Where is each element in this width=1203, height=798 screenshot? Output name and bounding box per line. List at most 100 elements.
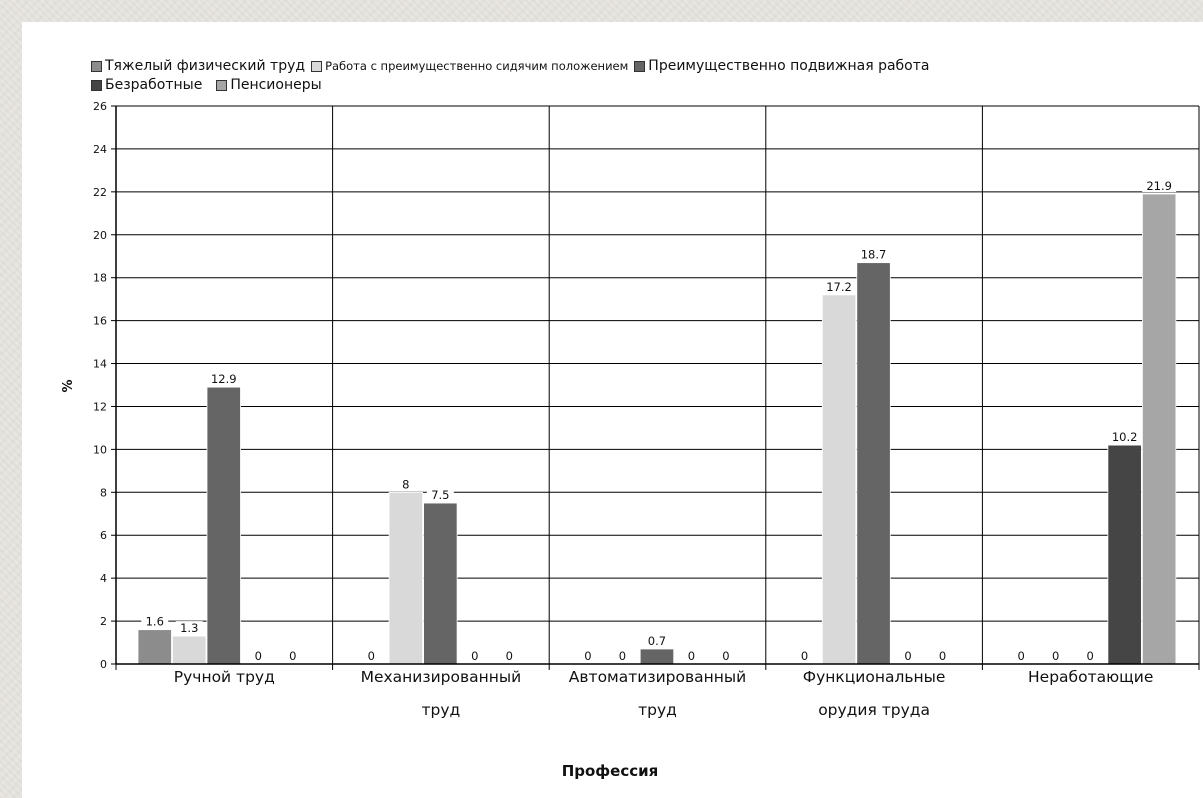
legend-item-sedentary: Работа с преимущественно сидячим положен…: [311, 59, 628, 73]
bar: [1142, 193, 1177, 665]
data-label: 0: [289, 649, 296, 663]
data-label: 0: [722, 649, 729, 663]
data-label: 21.9: [1146, 179, 1172, 193]
y-tick-label: 22: [93, 186, 107, 199]
y-tick-label: 8: [100, 486, 107, 499]
legend-swatch-heavy-labor: [91, 60, 102, 72]
data-label-bg: [426, 488, 454, 502]
data-label-bg: [581, 649, 595, 662]
legend-swatch-unemployed: [91, 79, 102, 91]
x-category-label: Механизированный: [361, 668, 522, 686]
x-axis-label: Профессия: [562, 762, 659, 780]
data-label: 0: [368, 649, 375, 663]
data-label: 0: [1017, 649, 1024, 663]
legend-item-mobile: Преимущественно подвижная работа: [634, 58, 929, 74]
bar: [856, 262, 891, 665]
data-label: 0: [904, 649, 911, 663]
data-label-bg: [206, 372, 241, 386]
data-label: 0: [619, 649, 626, 663]
legend-item-unemployed: Безработные: [91, 77, 202, 93]
bar: [821, 294, 857, 665]
data-label-bg: [1107, 430, 1142, 444]
bars: [137, 193, 1177, 665]
y-tick-label: 0: [100, 658, 107, 671]
legend-item-pensioners: Пенсионеры: [216, 77, 322, 93]
y-tick-label: 6: [100, 529, 107, 542]
data-label-bg: [822, 279, 857, 293]
legend-swatch-mobile: [634, 60, 646, 72]
y-tick-label: 2: [100, 615, 107, 628]
grid: [115, 105, 1200, 665]
bar: [639, 648, 675, 665]
legend-row-2: Безработные Пенсионеры: [91, 77, 328, 93]
data-label: 0: [255, 649, 262, 663]
x-category-label: Неработающие: [1028, 668, 1153, 686]
data-label-bg: [1083, 649, 1097, 662]
data-label: 8: [402, 477, 409, 491]
data-label-bg: [502, 649, 516, 662]
data-label-bg: [719, 649, 733, 662]
bar: [388, 491, 424, 665]
data-label-bg: [1014, 649, 1028, 662]
data-label: 0: [471, 649, 478, 663]
data-label: 0: [939, 649, 946, 663]
bar: [137, 629, 172, 665]
data-label: 18.7: [861, 248, 887, 262]
x-category-label: Автоматизированный: [569, 668, 746, 686]
bar: [206, 386, 241, 665]
data-label-bg: [286, 649, 300, 662]
legend-label: Безработные: [105, 77, 203, 93]
data-label: 10.2: [1112, 430, 1138, 444]
data-label: 0: [506, 649, 513, 663]
bar: [172, 635, 207, 665]
y-tick-label: 20: [93, 229, 107, 242]
data-label: 1.3: [180, 621, 198, 635]
y-tick-label: 14: [93, 358, 107, 371]
legend-swatch-sedentary: [311, 60, 323, 72]
x-category-label: Ручной труд: [174, 668, 275, 686]
y-axis-label: %: [61, 379, 76, 392]
y-tick-label: 10: [93, 443, 107, 456]
legend-label: Пенсионеры: [230, 77, 322, 93]
data-label-bg: [364, 649, 378, 662]
data-label: 17.2: [826, 280, 852, 294]
x-category-label: Функциональные: [803, 668, 946, 686]
legend-swatch-pensioners: [216, 79, 228, 91]
data-label-bg: [1049, 649, 1063, 662]
data-label: 0: [584, 649, 591, 663]
x-category-label: труд: [422, 701, 461, 719]
data-label-bg: [936, 649, 950, 662]
data-labels: 1.6 1.3 12.9 0 0 0 8 7.5 0 0 0 0 0.7 0 0 0 17.2 18.7 0 0 0 0 0…: [141, 178, 1177, 663]
data-label-bg: [175, 621, 203, 635]
x-category-label: труд: [638, 701, 677, 719]
data-label: 0.7: [648, 634, 666, 648]
data-label: 1.6: [146, 615, 164, 629]
bar: [423, 502, 458, 665]
data-label-bg: [615, 649, 629, 662]
legend-label: Тяжелый физический труд: [105, 58, 306, 74]
data-label-bg: [684, 649, 698, 662]
x-category-label: орудия труда: [818, 701, 930, 719]
data-label-bg: [901, 649, 915, 662]
y-tick-label: 4: [100, 572, 107, 585]
data-label: 12.9: [211, 372, 237, 386]
y-tick-label: 16: [93, 315, 107, 328]
data-label-bg: [468, 649, 482, 662]
data-label: 0: [688, 649, 695, 663]
data-label: 0: [1052, 649, 1059, 663]
bar: [1107, 444, 1142, 665]
legend-item-heavy-labor: Тяжелый физический труд: [91, 58, 305, 74]
data-label: 7.5: [431, 488, 449, 502]
legend-label: Преимущественно подвижная работа: [648, 58, 930, 74]
data-label-bg: [856, 247, 891, 261]
data-label: 0: [801, 649, 808, 663]
legend-row-1: Тяжелый физический труд Работа с преимущ…: [91, 58, 935, 74]
y-tick-label: 12: [93, 400, 107, 413]
data-label-bg: [251, 649, 265, 662]
data-label-bg: [399, 477, 413, 491]
data-label-bg: [1142, 178, 1177, 192]
data-label-bg: [141, 614, 169, 628]
